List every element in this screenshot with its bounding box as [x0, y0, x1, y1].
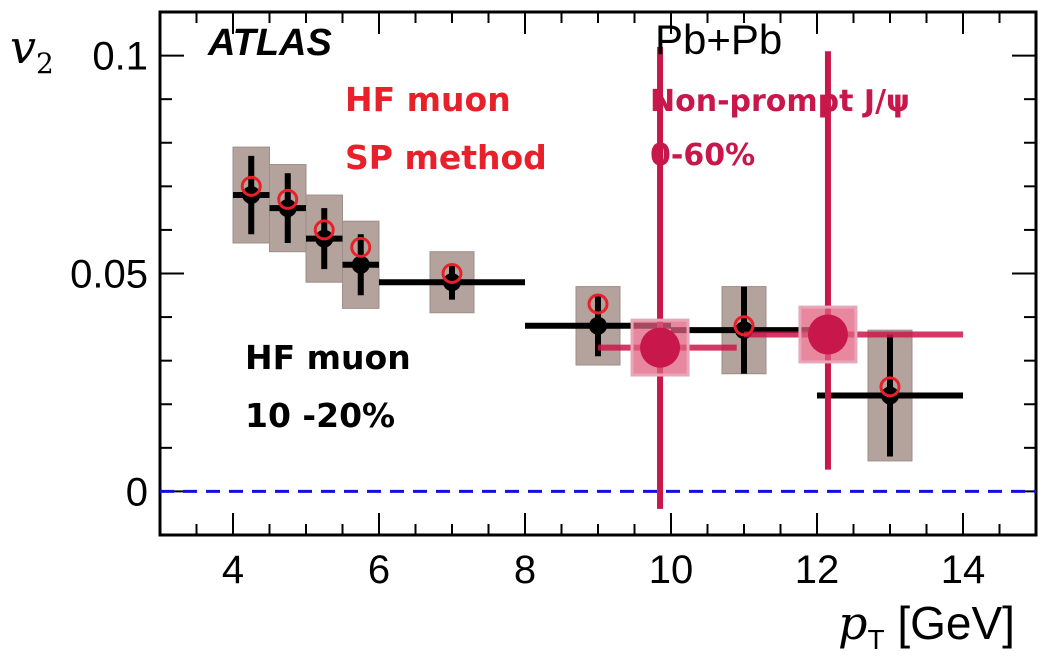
sp-method-marker: [350, 236, 372, 258]
hf-muon-marker: [589, 316, 607, 335]
hf-muon-series-label-line1: HF muon: [245, 338, 411, 377]
y-axis-subscript: 2: [36, 47, 54, 81]
y-tick-label: 0.05: [70, 253, 148, 297]
y-axis-label: v2: [10, 20, 54, 80]
x-tick-label: 14: [941, 548, 986, 592]
x-axis-subscript: T: [867, 624, 885, 656]
jpsi-series-label-line2: 0-60%: [650, 138, 756, 173]
collision-system-label: Pb+Pb: [655, 16, 783, 63]
x-axis-symbol: p: [838, 596, 868, 650]
sp-method-marker: [313, 219, 335, 241]
x-tick-label: 10: [649, 548, 694, 592]
y-tick-label: 0.1: [92, 35, 148, 79]
experiment-label: ATLAS: [208, 22, 332, 64]
jpsi-marker: [640, 327, 681, 368]
x-axis-label: pT [GeV]: [838, 596, 1015, 656]
hf-muon-marker: [351, 255, 370, 274]
plot-frame: [158, 10, 1038, 537]
tick-labels-layer: 4 6 8 10 12 14 0 0.05 0.1: [70, 35, 985, 592]
sp-method-marker: [240, 175, 262, 197]
x-axis-unit: [GeV]: [897, 597, 1015, 649]
jpsi-series-label-line1: Non-prompt J/ψ: [650, 84, 910, 119]
x-tick-label: 6: [368, 548, 390, 592]
sp-method-marker: [879, 376, 901, 398]
y-tick-label: 0: [126, 470, 148, 514]
hf-muon-series-label-line2: 10 -20%: [245, 396, 396, 435]
jpsi-marker: [807, 314, 848, 355]
x-tick-label: 12: [795, 548, 840, 592]
x-tick-label: 4: [222, 548, 244, 592]
sp-method-marker: [733, 315, 755, 337]
nonprompt-jpsi-layer: [598, 46, 963, 509]
sp-series-label-line1: HF muon: [345, 80, 511, 119]
x-tick-label: 8: [514, 548, 536, 592]
y-axis-symbol: v: [10, 20, 36, 74]
sp-method-marker: [587, 293, 609, 315]
sp-method-marker: [277, 188, 299, 210]
hf-muon-sp-layer: [240, 175, 901, 398]
sp-series-label-line2: SP method: [345, 138, 547, 177]
sp-method-marker: [441, 263, 463, 284]
